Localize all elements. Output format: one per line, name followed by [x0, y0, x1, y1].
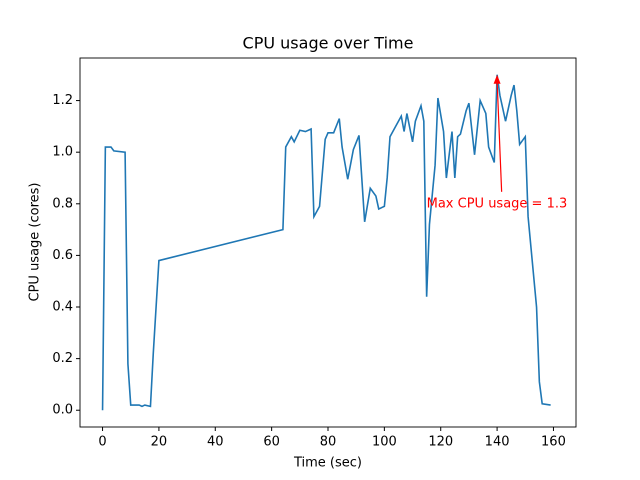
y-axis-label: CPU usage (cores) — [28, 183, 43, 302]
annotation-text: Max CPU usage = 1.3 — [427, 196, 568, 211]
x-tick-label: 100 — [372, 435, 397, 450]
x-tick-label: 120 — [428, 435, 453, 450]
x-tick-label: 160 — [541, 435, 566, 450]
x-tick-label: 60 — [263, 435, 280, 450]
plot-frame — [79, 57, 577, 428]
y-tick-label: 0.6 — [52, 248, 73, 263]
annotation-arrowhead — [493, 74, 501, 84]
cpu-line — [101, 74, 551, 411]
x-tick-label: 80 — [320, 435, 337, 450]
y-tick-label: 0.2 — [52, 351, 73, 366]
y-tick-label: 0.8 — [52, 196, 73, 211]
y-tick-label: 1.2 — [52, 93, 73, 108]
y-tick-label: 1.0 — [52, 145, 73, 160]
y-tick-label: 0.0 — [52, 403, 73, 418]
chart-title: CPU usage over Time — [243, 34, 414, 53]
x-axis-label: Time (sec) — [293, 456, 362, 471]
x-tick-label: 20 — [151, 435, 168, 450]
annotation-arrow — [496, 80, 503, 192]
y-tick-label: 0.4 — [52, 300, 73, 315]
x-tick-label: 40 — [207, 435, 224, 450]
x-tick-label: 140 — [485, 435, 510, 450]
x-tick-label: 0 — [98, 435, 106, 450]
